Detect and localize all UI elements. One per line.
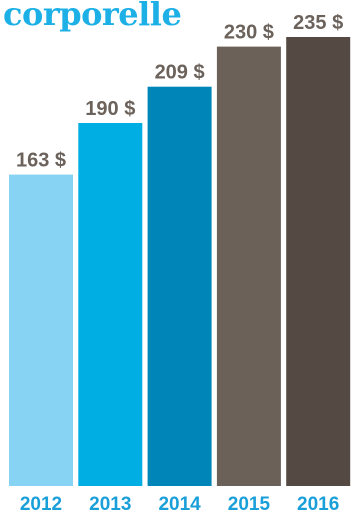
- value-label-2013: 190 $: [85, 98, 135, 120]
- category-label-2012: 2012: [20, 494, 62, 512]
- bar-2012: [9, 174, 73, 486]
- bar-2015: [216, 46, 281, 486]
- chart-title: corporelle: [3, 0, 182, 33]
- value-label-2015: 230 $: [224, 22, 274, 44]
- category-label-2015: 2015: [228, 494, 271, 512]
- value-label-2016: 235 $: [293, 12, 343, 34]
- bar-2013: [78, 123, 143, 486]
- category-label-2014: 2014: [158, 494, 201, 512]
- category-label-2016: 2016: [297, 494, 339, 512]
- bar-2014: [147, 86, 212, 486]
- bar-2016: [286, 37, 351, 486]
- category-label-2013: 2013: [89, 494, 131, 512]
- value-label-2012: 163 $: [16, 150, 66, 172]
- value-label-2014: 209 $: [155, 62, 205, 84]
